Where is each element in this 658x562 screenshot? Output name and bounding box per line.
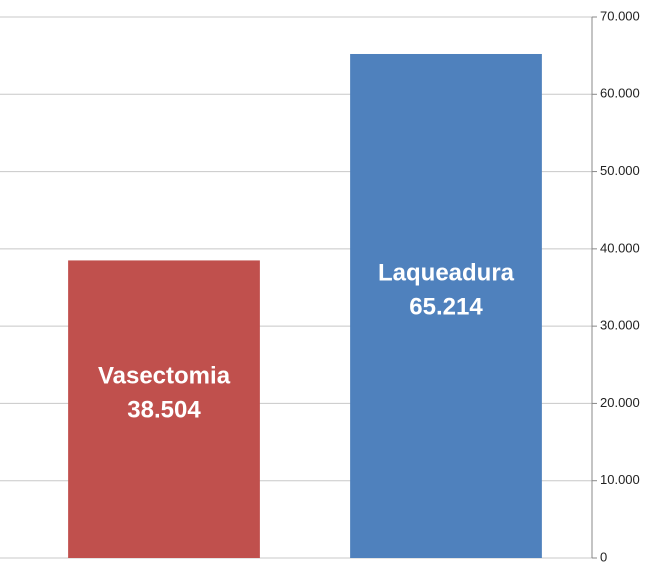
y-tick-label: 30.000 [600,318,640,333]
data-label-category: Vasectomia [98,363,231,390]
y-tick-label: 40.000 [600,240,640,255]
data-label: 38.504 [127,397,201,424]
y-tick-label: 0 [600,549,607,562]
y-tick-label: 70.000 [600,8,640,23]
y-tick-label: 50.000 [600,163,640,178]
bar [68,260,260,558]
data-label: 65.214 [409,293,483,320]
y-tick-label: 10.000 [600,472,640,487]
bar [350,53,542,558]
y-tick-label: 60.000 [600,86,640,101]
y-tick-label: 20.000 [600,395,640,410]
data-label-category: Laqueadura [378,259,515,286]
